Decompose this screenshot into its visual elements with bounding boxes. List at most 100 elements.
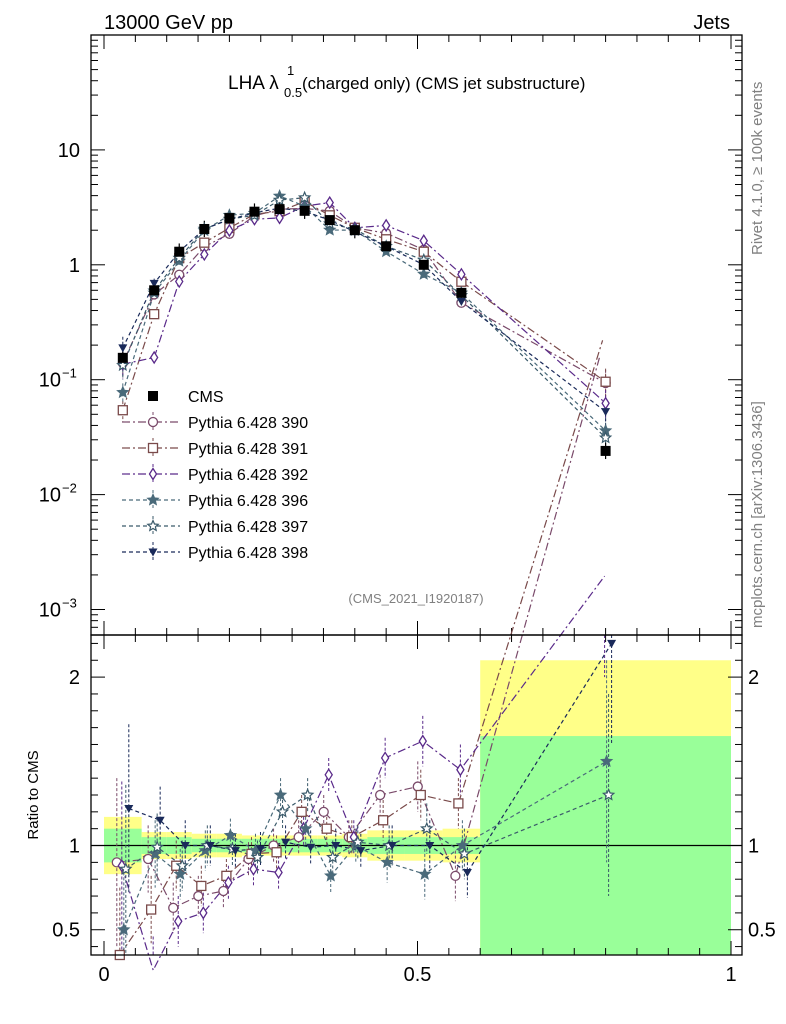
marker-diamond — [275, 211, 284, 225]
ratio-uncertainty-bands — [91, 660, 742, 955]
y-tick-base: 10 — [39, 485, 61, 507]
plot-frames — [90, 34, 743, 956]
marker-triangle-down — [180, 842, 190, 851]
marker-filled-square — [199, 223, 210, 234]
energy-label: 13000 GeV pp — [104, 12, 233, 34]
marker-triangle-down — [356, 847, 366, 856]
plot-title: LHA λ 1 0.5 (charged only) (CMS jet subs… — [228, 63, 585, 100]
marker-diamond — [200, 247, 209, 262]
ratio-tick-label-right: 0.5 — [748, 920, 776, 942]
marker-circle — [374, 789, 386, 801]
marker-diamond — [380, 751, 390, 765]
marker-star-open — [300, 787, 315, 801]
x-tick-label: 1 — [725, 964, 736, 986]
marker-filled-square — [600, 445, 611, 456]
marker-triangle-down — [306, 843, 316, 852]
marker-filled-square — [224, 213, 235, 224]
marker-star-open — [272, 193, 287, 206]
y-tick-base: 10 — [39, 600, 61, 622]
x-tick-label: 0 — [98, 964, 109, 986]
legend-entry-5: Pythia 6.428 398 — [122, 542, 308, 562]
mcplots-label: mcplots.cern.ch [arXiv:1306.3436] — [749, 401, 766, 628]
ratio-tick-label-right: 1 — [748, 836, 759, 858]
marker-diamond — [456, 763, 465, 777]
main-series-line-0 — [122, 207, 606, 384]
marker-circle — [318, 806, 329, 817]
marker-star-open — [175, 858, 189, 872]
marker-diamond — [148, 467, 158, 481]
category-label: Jets — [693, 12, 730, 34]
marker-triangle-down — [601, 408, 611, 417]
marker-diamond — [418, 734, 428, 748]
marker-diamond — [225, 223, 234, 238]
marker-filled-square — [148, 391, 158, 401]
marker-star-filled — [173, 867, 188, 880]
marker-triangle-down — [456, 298, 466, 307]
legend-label: CMS — [188, 389, 224, 406]
marker-star-open — [119, 862, 133, 875]
y-tick-exponent: −2 — [62, 481, 77, 496]
marker-triangle-down — [281, 838, 291, 847]
marker-diamond — [274, 865, 283, 880]
marker-triangle-down — [124, 804, 134, 813]
y-tick-label: 10 −2 — [39, 481, 77, 507]
marker-filled-square — [117, 352, 128, 363]
marker-square — [296, 806, 307, 817]
legend-label: Pythia 6.428 397 — [188, 519, 308, 536]
title-superscript: 1 — [287, 63, 294, 78]
legend-entry-4: Pythia 6.428 397 — [122, 516, 308, 536]
marker-triangle-down — [462, 868, 472, 877]
marker-circle — [218, 885, 229, 897]
marker-triangle-down — [205, 842, 215, 851]
marker-diamond — [224, 875, 233, 890]
marker-square — [147, 442, 159, 454]
ratio-ylabel: Ratio to CMS — [25, 750, 42, 839]
marker-star-filled — [417, 867, 432, 880]
x-tick-label: 0.5 — [404, 964, 432, 986]
marker-circle — [147, 416, 159, 428]
legend-entry-0: Pythia 6.428 390 — [122, 412, 308, 432]
marker-square — [149, 308, 160, 320]
y-tick-exponent: −3 — [62, 596, 77, 611]
marker-star-open — [351, 835, 365, 848]
main-series-line-2 — [122, 201, 606, 404]
marker-star-filled — [146, 492, 160, 506]
y-tick-base: 10 — [39, 370, 61, 392]
marker-square — [600, 376, 611, 387]
ratio-tick-label-right: 2 — [748, 667, 759, 689]
y-tick-label: 10 −3 — [39, 596, 77, 622]
ratio-series-line-5 — [128, 643, 613, 874]
marker-triangle-down — [331, 842, 341, 851]
marker-filled-square — [274, 204, 285, 215]
marker-diamond — [457, 267, 466, 282]
legend-entry-2: Pythia 6.428 392 — [122, 464, 308, 484]
marker-diamond — [601, 396, 610, 410]
marker-star-open — [419, 821, 434, 835]
marker-star-open — [275, 804, 290, 818]
marker-diamond — [381, 218, 391, 233]
marker-filled-square — [149, 285, 160, 296]
marker-square — [196, 880, 207, 892]
main-series-line-5 — [122, 207, 606, 413]
marker-diamond — [199, 906, 208, 920]
ratio-tick-label-left: 2 — [69, 667, 80, 689]
marker-circle — [412, 781, 423, 792]
marker-circle — [293, 831, 304, 843]
main-series-line-1 — [122, 201, 606, 411]
marker-filled-square — [381, 241, 392, 252]
analysis-id: (CMS_2021_I1920187) — [348, 591, 483, 606]
marker-diamond — [174, 274, 184, 289]
marker-triangle-down — [230, 847, 240, 856]
title-rest: (charged only) (CMS jet substructure) — [302, 74, 585, 93]
rivet-version-label: Rivet 4.1.0, ≥ 100k events — [749, 82, 766, 255]
marker-square — [117, 405, 128, 416]
marker-star-filled — [324, 868, 338, 882]
y-tick-exponent: −1 — [62, 366, 77, 381]
marker-filled-square — [349, 225, 360, 236]
legend-entry-3: Pythia 6.428 396 — [122, 490, 308, 510]
legend-label: Pythia 6.428 391 — [188, 441, 308, 458]
legend-label: Pythia 6.428 398 — [188, 545, 308, 562]
marker-circle — [193, 890, 204, 902]
marker-star-filled — [323, 222, 337, 236]
